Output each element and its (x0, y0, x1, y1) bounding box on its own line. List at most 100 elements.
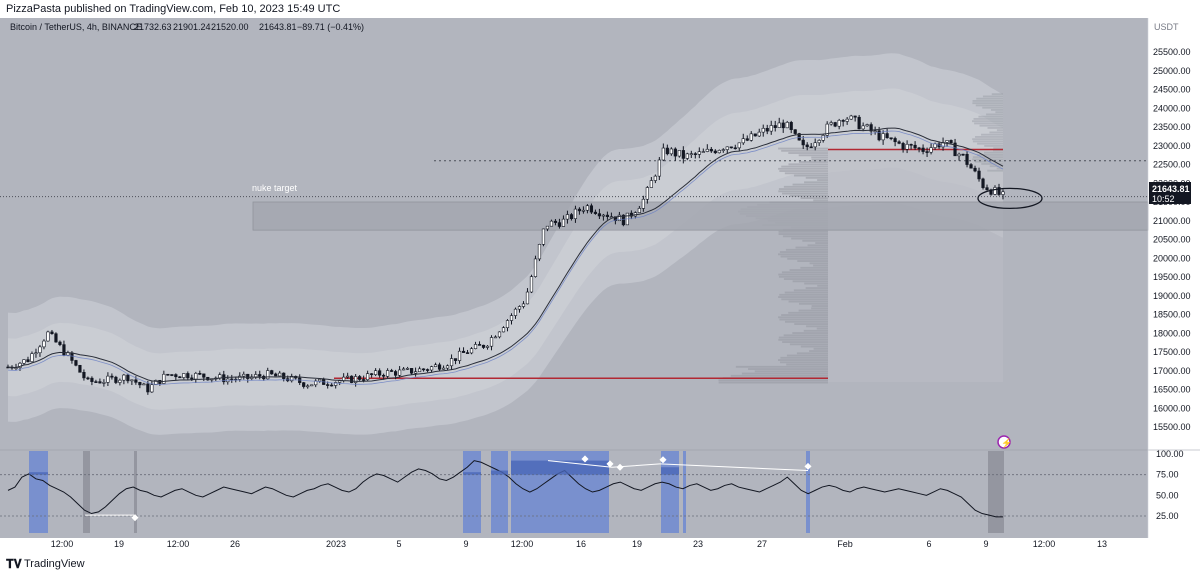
candle-body (693, 153, 697, 155)
profile-bar (806, 325, 828, 328)
candle-body (781, 122, 785, 129)
candle-body (465, 352, 470, 354)
candle-body (973, 167, 977, 172)
candle-body (449, 358, 454, 367)
candle-body (378, 370, 382, 376)
overbought-fill (491, 470, 508, 475)
candle-body (142, 383, 146, 386)
candle-body (94, 381, 98, 383)
candle-body (813, 142, 817, 148)
chart-area[interactable]: 25500.00 25000.00 24500.00 24000.00 23500.00… (0, 18, 1200, 553)
time-label: 19 (114, 539, 124, 549)
time-label: 26 (230, 539, 240, 549)
candle-body (110, 375, 114, 378)
candle-body (425, 369, 430, 371)
legend-low: 21520.00 (211, 22, 249, 32)
candle-body (529, 276, 534, 293)
profile-bar (778, 190, 828, 193)
overbought-fill (661, 467, 679, 475)
candle-body (457, 350, 462, 361)
price-tick: 16000.00 (1153, 403, 1191, 413)
candle-body (358, 376, 362, 380)
candle-body (849, 115, 853, 120)
price-tick: 20500.00 (1153, 235, 1191, 245)
candle-body (581, 209, 586, 212)
profile-bar (811, 305, 828, 307)
profile-bar (788, 311, 828, 314)
profile-bar (785, 248, 828, 251)
time-label: 2023 (326, 539, 346, 549)
candle-body (246, 373, 250, 379)
candle-body (382, 374, 386, 377)
indicator-line (7, 460, 1003, 518)
candle-body (489, 337, 494, 347)
candle-body (513, 308, 518, 316)
profile-bar (972, 158, 1003, 161)
profile-bar (718, 379, 828, 382)
profile-bar (813, 199, 828, 202)
candle-body (653, 175, 657, 181)
profile-bar (809, 262, 828, 265)
nuke-target-zone (252, 201, 1149, 231)
candle-body (861, 125, 865, 130)
profile-bar (794, 323, 828, 325)
candle-body (641, 198, 645, 209)
signal-region (463, 451, 481, 533)
time-scale[interactable]: 12:00 19 12:00 26 2023 5 9 12:00 16 19 23 27 Feb 6 9 12… (0, 18, 1200, 549)
candle-body (62, 344, 66, 356)
candle-body (749, 133, 753, 141)
published-text: PizzaPasta published on TradingView.com,… (6, 3, 341, 15)
candle-body (665, 147, 669, 155)
candle-body (366, 373, 370, 381)
candle-body (685, 153, 689, 159)
profile-bar (784, 172, 828, 175)
candle-body (909, 143, 913, 146)
candle-body (585, 205, 590, 211)
profile-range (828, 149, 1003, 382)
candle-body (865, 124, 869, 127)
candle-body (969, 164, 973, 169)
candle-body (521, 303, 526, 307)
candle-body (402, 368, 406, 371)
profile-bar (800, 266, 828, 269)
candle-body (338, 380, 342, 383)
candle-body (825, 123, 829, 136)
alert-lightning-icon[interactable] (997, 435, 1011, 449)
profile-bar (982, 106, 1003, 109)
candle-body (42, 340, 46, 348)
candle-body (445, 365, 450, 369)
time-label: 12:00 (167, 539, 190, 549)
profile-bar (799, 302, 828, 305)
profile-bar (993, 147, 1003, 150)
candle-body (981, 178, 985, 188)
candle-body (577, 208, 582, 212)
candle-body (90, 377, 94, 382)
profile-bar (809, 350, 828, 352)
candle-body (18, 362, 22, 368)
profile-bar (789, 269, 828, 271)
price-tick: 21000.00 (1153, 216, 1191, 226)
candle-body (46, 331, 50, 342)
profile-bar (780, 255, 828, 258)
candle-body (134, 379, 138, 383)
profile-bar (781, 165, 828, 168)
price-tick: 24500.00 (1153, 85, 1191, 95)
candle-body (70, 352, 74, 361)
ema-line (7, 130, 1004, 385)
profile-bar (995, 111, 1003, 114)
candle-body (278, 372, 282, 377)
profile-bar (778, 275, 828, 278)
signal-region (134, 451, 137, 533)
profile-bar (782, 192, 828, 195)
profile-bar (981, 133, 1003, 136)
indicator-tick: 25.00 (1156, 511, 1179, 521)
profile-bar (807, 244, 828, 247)
candle-body (258, 374, 262, 377)
candle-body (809, 146, 813, 149)
profile-bar (989, 131, 1003, 134)
candle-body (354, 376, 358, 383)
profile-bar (779, 170, 828, 172)
candle-body (793, 129, 797, 134)
legend-change: −89.71 (−0.41%) (297, 22, 364, 32)
profile-bar (975, 104, 1003, 107)
